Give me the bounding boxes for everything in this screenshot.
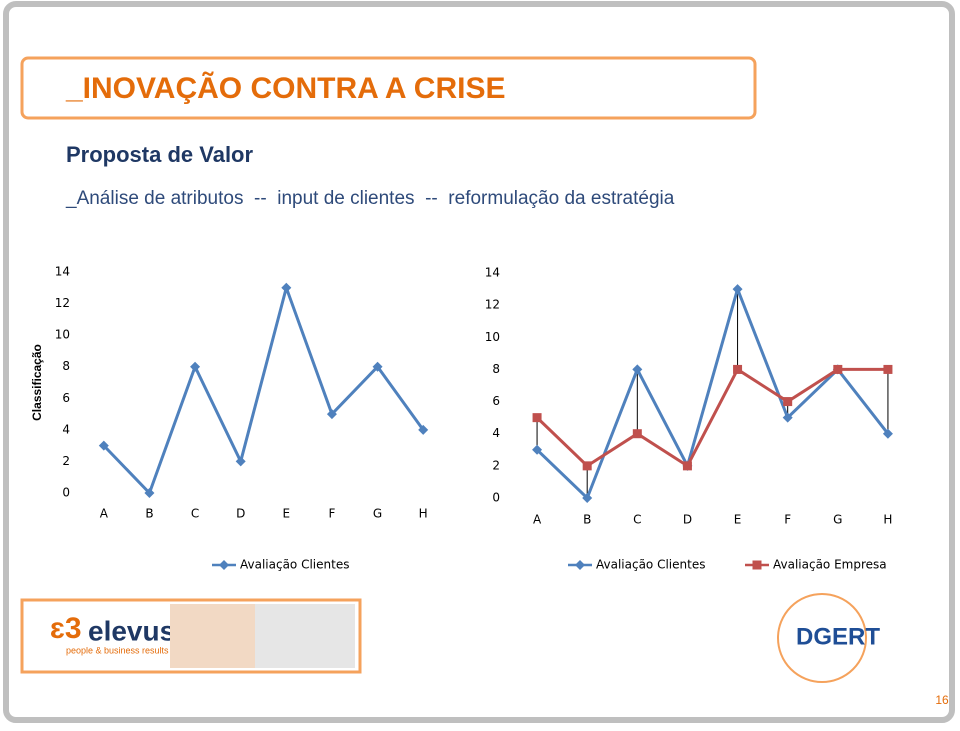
marker — [783, 397, 793, 407]
y-tick-label: 6 — [492, 394, 500, 408]
y-tick-label: 4 — [62, 422, 70, 436]
legend-label: Avaliação Clientes — [596, 558, 705, 572]
y-tick-label: 0 — [62, 486, 70, 500]
slide-frame — [3, 1, 955, 723]
y-axis-label: Classificação — [30, 344, 44, 421]
marker — [219, 560, 229, 570]
legend-label: Avaliação Empresa — [773, 558, 887, 572]
series-line — [536, 284, 890, 501]
marker — [326, 409, 337, 420]
photo — [255, 604, 355, 668]
x-tick-label: A — [533, 513, 542, 527]
x-tick-label: B — [583, 513, 591, 527]
marker — [632, 364, 643, 375]
y-tick-label: 6 — [62, 391, 70, 405]
x-tick-label: C — [191, 507, 199, 521]
page-number: 16 — [935, 693, 949, 707]
x-tick-label: H — [883, 513, 892, 527]
marker — [190, 361, 201, 372]
seal — [777, 593, 867, 683]
x-tick-label: D — [236, 507, 245, 521]
series-line — [536, 367, 888, 469]
x-tick-label: C — [633, 513, 641, 527]
marker — [833, 364, 843, 374]
y-tick-label: 14 — [55, 265, 70, 279]
heading: Proposta de Valor — [66, 142, 253, 167]
marker — [532, 444, 543, 455]
legend-label: Avaliação Clientes — [240, 558, 349, 572]
title-box — [20, 56, 757, 120]
marker — [752, 560, 762, 570]
y-tick-label: 8 — [492, 362, 500, 376]
marker — [372, 361, 383, 372]
x-tick-label: H — [419, 507, 428, 521]
y-tick-label: 14 — [485, 266, 500, 280]
x-tick-label: F — [328, 507, 335, 521]
y-tick-label: 2 — [492, 458, 500, 472]
logo-left: elevus — [88, 615, 175, 646]
y-tick-label: 8 — [62, 359, 70, 373]
marker — [281, 282, 292, 293]
marker — [582, 493, 593, 503]
y-tick-label: 10 — [55, 328, 70, 342]
logo-tagline: people & business results — [66, 645, 169, 655]
x-tick-label: G — [833, 513, 842, 527]
x-tick-label: E — [734, 513, 742, 527]
x-tick-label: B — [145, 507, 153, 521]
marker — [98, 440, 109, 451]
y-tick-label: 4 — [492, 426, 500, 440]
logo-right: DGERT — [796, 623, 880, 650]
photo — [170, 604, 255, 668]
y-tick-label: 12 — [485, 298, 500, 312]
marker — [418, 424, 429, 435]
series-line — [102, 282, 425, 496]
marker — [575, 560, 585, 570]
marker — [235, 456, 246, 467]
marker — [532, 413, 542, 423]
marker — [732, 284, 743, 295]
x-tick-label: D — [683, 513, 692, 527]
marker — [733, 364, 743, 374]
logo-mark: ɛ3 — [50, 612, 82, 645]
x-tick-label: A — [100, 507, 109, 521]
marker — [582, 461, 592, 471]
y-tick-label: 10 — [485, 330, 500, 344]
y-tick-label: 0 — [492, 491, 500, 505]
marker — [883, 364, 893, 374]
title: _INOVAÇÃO CONTRA A CRISE — [65, 71, 505, 105]
y-tick-label: 12 — [55, 296, 70, 310]
x-tick-label: E — [283, 507, 291, 521]
marker — [144, 488, 155, 498]
x-tick-label: F — [784, 513, 791, 527]
marker — [632, 429, 642, 439]
subtitle: _Análise de atributos -- input de client… — [65, 188, 675, 209]
marker — [882, 428, 893, 439]
y-tick-label: 2 — [62, 454, 70, 468]
marker — [682, 461, 692, 471]
marker — [782, 412, 793, 423]
x-tick-label: G — [373, 507, 382, 521]
